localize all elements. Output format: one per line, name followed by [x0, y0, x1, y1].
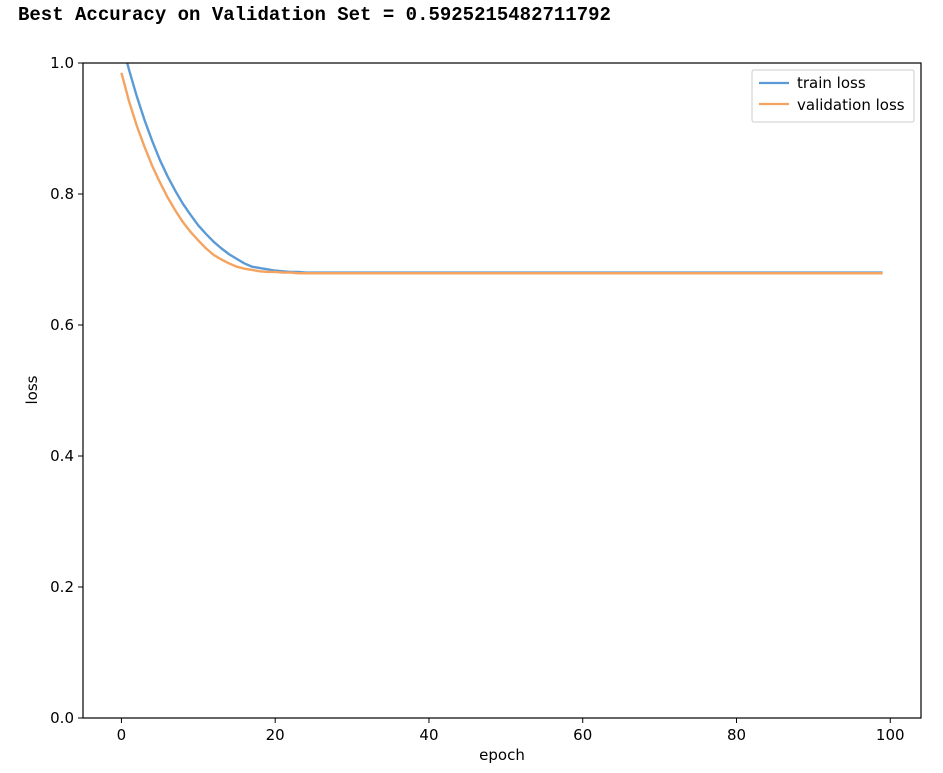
legend-label-train-loss: train loss: [797, 74, 866, 92]
y-tick-label: 0.4: [50, 447, 74, 465]
x-tick-label: 100: [876, 726, 905, 744]
plot-frame: [82, 62, 922, 719]
x-tick-label: 20: [266, 726, 285, 744]
y-tick-label: 1.0: [50, 54, 74, 72]
x-tick-label: 40: [419, 726, 438, 744]
series-line-validation-loss: [120, 72, 883, 275]
x-tick-label: 0: [117, 726, 127, 744]
y-tick-label: 0.6: [50, 316, 74, 334]
y-tick-label: 0.8: [50, 185, 74, 203]
legend: train loss validation loss: [751, 69, 915, 123]
y-axis-label: loss: [23, 375, 41, 404]
x-tick-label: 60: [573, 726, 592, 744]
x-tick-label: 80: [727, 726, 746, 744]
y-tick-label: 0.0: [50, 709, 74, 727]
best-accuracy-header: Best Accuracy on Validation Set = 0.5925…: [18, 4, 611, 26]
legend-box: [751, 69, 915, 123]
x-axis-label: epoch: [479, 746, 525, 764]
legend-label-validation-loss: validation loss: [797, 96, 905, 114]
y-tick-label: 0.2: [50, 578, 74, 596]
